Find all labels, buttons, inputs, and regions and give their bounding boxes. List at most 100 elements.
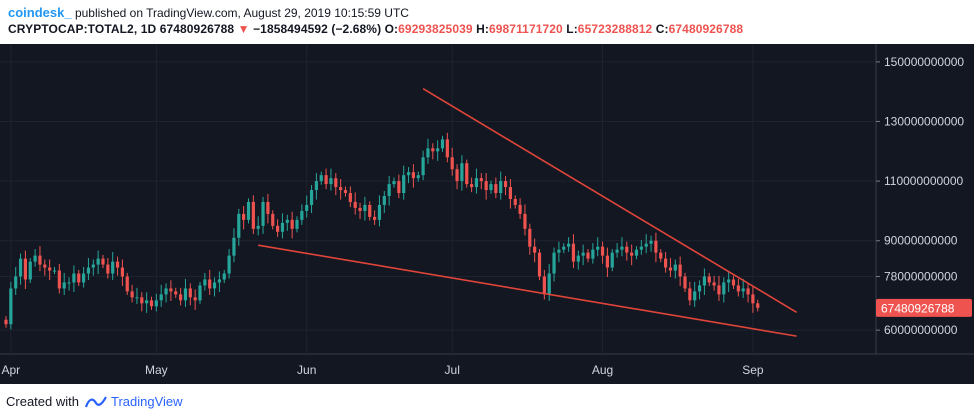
plot-area[interactable] bbox=[0, 44, 876, 354]
candle-body bbox=[125, 276, 129, 292]
candle-body bbox=[43, 264, 47, 268]
candle-body bbox=[610, 252, 614, 268]
candle-body bbox=[688, 288, 692, 301]
candle-body bbox=[256, 225, 260, 229]
candle-body bbox=[620, 246, 624, 250]
price-tick-label: 150000000000 bbox=[884, 55, 964, 69]
candle-body bbox=[406, 172, 411, 176]
time-tick-label: Sep bbox=[742, 363, 764, 377]
candlestick-chart[interactable]: 150000000000 130000000000 110000000000 9000… bbox=[0, 44, 974, 384]
candle-body bbox=[673, 264, 677, 271]
candle-body bbox=[246, 201, 251, 220]
candle-body bbox=[567, 243, 571, 247]
candle-body bbox=[164, 288, 168, 295]
candle-body bbox=[358, 207, 362, 211]
candle-body bbox=[426, 148, 430, 158]
candle-body bbox=[290, 219, 294, 229]
candle-body bbox=[436, 148, 440, 152]
candle-body bbox=[639, 246, 643, 250]
trendline bbox=[422, 88, 797, 313]
candle-body bbox=[314, 181, 318, 191]
candle-body bbox=[57, 270, 61, 289]
candle-body bbox=[562, 246, 566, 250]
price-axis-labels: 150000000000 130000000000 110000000000 9000… bbox=[876, 55, 964, 337]
candle-body bbox=[276, 225, 280, 232]
candle-body bbox=[508, 187, 512, 199]
candle-body bbox=[77, 273, 81, 283]
candle-body bbox=[470, 184, 474, 188]
candle-body bbox=[513, 199, 517, 205]
candle-body bbox=[702, 276, 706, 286]
time-tick-label: May bbox=[145, 363, 168, 377]
time-axis-labels: Apr May Jun Jul Aug Sep bbox=[2, 363, 764, 377]
close-value: 67480926788 bbox=[668, 22, 744, 36]
grid-lines bbox=[0, 44, 876, 354]
high-label: H: bbox=[476, 22, 489, 36]
candle-body bbox=[678, 264, 682, 277]
time-axis[interactable] bbox=[0, 354, 974, 384]
candle-body bbox=[668, 267, 673, 271]
time-tick-label: Jul bbox=[445, 363, 460, 377]
candle-body bbox=[712, 282, 716, 286]
candle-body bbox=[518, 204, 522, 214]
candle-body bbox=[353, 201, 357, 208]
candle-body bbox=[411, 172, 415, 179]
candle-body bbox=[67, 282, 71, 284]
candle-body bbox=[693, 291, 697, 301]
candle-body bbox=[203, 279, 207, 286]
candle-body bbox=[9, 288, 13, 325]
candle-body bbox=[431, 148, 435, 152]
candle-body bbox=[261, 201, 265, 226]
candle-body bbox=[600, 246, 605, 256]
candle-body bbox=[309, 190, 314, 205]
author-name[interactable]: coindesk_ bbox=[8, 5, 72, 20]
candle-body bbox=[179, 294, 183, 301]
candle-body bbox=[460, 163, 464, 182]
low-label: L: bbox=[566, 22, 578, 36]
candle-body bbox=[615, 249, 619, 253]
candle-body bbox=[683, 276, 687, 289]
tradingview-brand[interactable]: TradingView bbox=[110, 394, 183, 409]
price-tick-label: 78000000000 bbox=[884, 270, 958, 284]
candle-body bbox=[154, 300, 158, 307]
candle-body bbox=[208, 279, 212, 289]
candle-body bbox=[23, 258, 27, 280]
candle-body bbox=[295, 219, 299, 229]
high-value: 69871171720 bbox=[488, 22, 563, 36]
candle-body bbox=[130, 291, 134, 298]
candle-body bbox=[736, 285, 740, 292]
candle-body bbox=[86, 267, 91, 274]
candle-body bbox=[348, 193, 352, 202]
price-change: −1858494592 (−2.68%) bbox=[253, 22, 382, 36]
candle-body bbox=[731, 279, 736, 286]
candle-body bbox=[494, 184, 498, 194]
candle-body bbox=[717, 285, 721, 295]
candle-body bbox=[91, 264, 95, 268]
candle-body bbox=[503, 181, 508, 188]
candle-body bbox=[38, 255, 42, 265]
candle-body bbox=[479, 178, 483, 182]
candle-body bbox=[727, 279, 731, 283]
candle-body bbox=[474, 178, 479, 188]
candle-body bbox=[722, 282, 726, 295]
candle-body bbox=[266, 201, 270, 214]
candle-body bbox=[169, 288, 173, 292]
candle-body bbox=[576, 255, 580, 262]
candle-body bbox=[605, 255, 609, 268]
candle-body bbox=[552, 252, 556, 274]
low-value: 65723288812 bbox=[577, 22, 653, 36]
candle-body bbox=[149, 300, 154, 307]
last-price-badge-label: 67480926788 bbox=[881, 301, 955, 315]
price-tick-label: 110000000000 bbox=[884, 174, 964, 188]
price-tick-label: 130000000000 bbox=[884, 115, 964, 129]
candle-body bbox=[664, 258, 668, 268]
candle-body bbox=[106, 264, 110, 274]
candle-body bbox=[756, 303, 760, 308]
candle-body bbox=[445, 139, 449, 158]
candle-body bbox=[251, 201, 255, 229]
candle-body bbox=[82, 273, 86, 283]
candle-body bbox=[649, 240, 653, 244]
candle-body bbox=[581, 252, 585, 256]
candle-body bbox=[440, 139, 445, 149]
candle-body bbox=[280, 222, 285, 232]
